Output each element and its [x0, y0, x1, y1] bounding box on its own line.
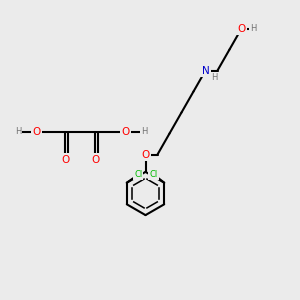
Text: Cl: Cl [150, 170, 158, 179]
Text: H: H [211, 73, 218, 82]
Text: H: H [250, 24, 257, 33]
Text: O: O [237, 23, 246, 34]
Text: O: O [62, 154, 70, 165]
Text: Cl: Cl [134, 170, 142, 179]
Text: O: O [141, 149, 150, 160]
Text: O: O [32, 127, 41, 137]
Text: H: H [15, 128, 21, 136]
Text: O: O [121, 127, 130, 137]
Text: H: H [141, 128, 147, 136]
Text: N: N [202, 65, 209, 76]
Text: O: O [92, 154, 100, 165]
